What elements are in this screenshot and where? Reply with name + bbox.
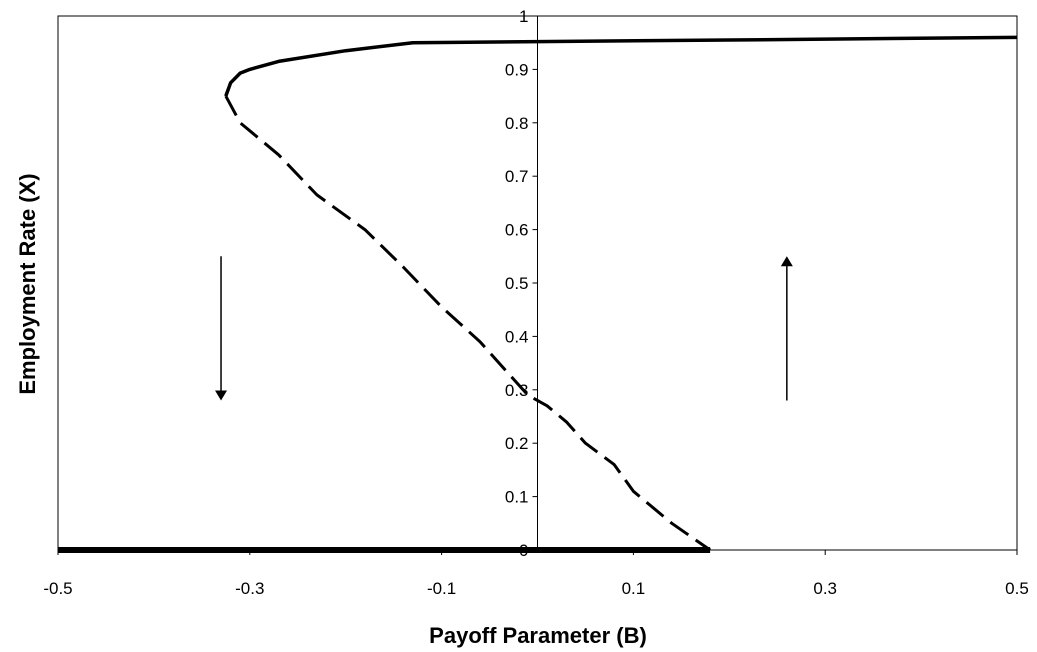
series-layer [58, 35, 1018, 553]
x-tick-label: 0.3 [813, 579, 837, 598]
y-tick-label: 0.8 [505, 114, 529, 133]
x-tick-label: -0.1 [427, 579, 456, 598]
x-axis-title: Payoff Parameter (B) [429, 623, 647, 648]
y-axis-title: Employment Rate (X) [15, 173, 40, 394]
y-tick-label: 0.6 [505, 221, 529, 240]
y-tick-label: 0.1 [505, 488, 529, 507]
x-ticks: -0.5 -0.3 -0.1 0.1 0.3 0.5 [43, 550, 1029, 598]
y-ticks: 00.10.20.30.40.50.60.70.80.91 [505, 7, 538, 560]
unstable-equilibrium-line [224, 95, 711, 552]
arrow-up-icon [780, 256, 793, 267]
y-tick-label: 0.2 [505, 434, 529, 453]
y-tick-label: 0.4 [505, 327, 529, 346]
y-tick-label: 0.3 [505, 381, 529, 400]
y-tick-label: 0.7 [505, 167, 529, 186]
y-tick-label: 0.5 [505, 274, 529, 293]
stable-equilibrium-line [224, 35, 1018, 97]
arrow-down-icon [215, 390, 228, 401]
y-tick-label: 1 [519, 7, 528, 26]
y-tick-label: 0.9 [505, 60, 529, 79]
x-tick-label: -0.3 [235, 579, 264, 598]
x-tick-label: 0.1 [622, 579, 646, 598]
arrow-layer [215, 256, 793, 401]
x-tick-label: 0.5 [1005, 579, 1029, 598]
x-tick-label: -0.5 [43, 579, 72, 598]
